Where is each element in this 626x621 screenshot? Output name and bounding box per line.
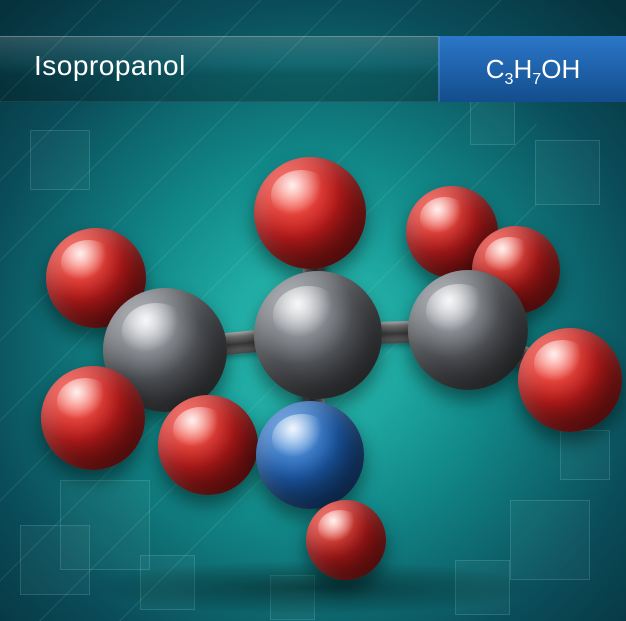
atom-oh_hydrogen (306, 500, 386, 580)
atom-hydrogen (41, 366, 145, 470)
molecule-infographic: Isopropanol C3H7OH (0, 0, 626, 621)
atom-hydrogen (254, 157, 366, 269)
molecule-stage (0, 0, 626, 621)
molecule-shadow (83, 560, 543, 615)
atom-carbon (254, 271, 382, 399)
atom-carbon (408, 270, 528, 390)
atom-oxygen (256, 401, 364, 509)
atom-hydrogen (158, 395, 258, 495)
atom-hydrogen (518, 328, 622, 432)
